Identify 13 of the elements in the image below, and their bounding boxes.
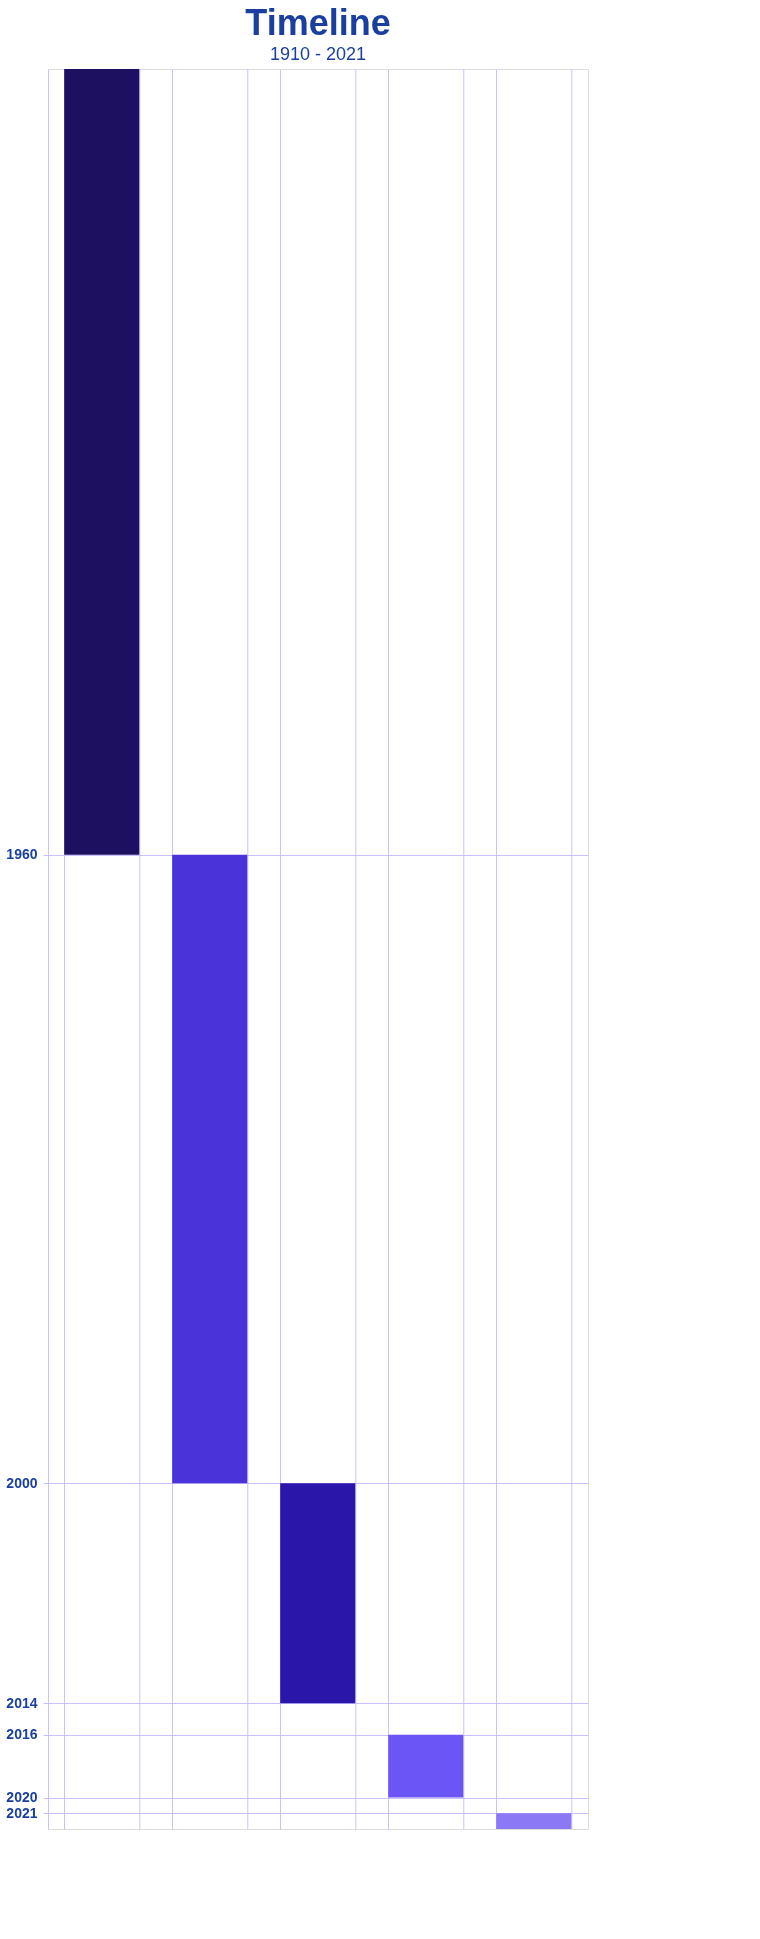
y-tick-label: 2016 [6,1726,38,1743]
bar [496,1813,572,1829]
bar [388,1734,464,1798]
bar [172,854,248,1484]
bar [64,69,140,855]
y-tick-label: 1960 [6,846,38,863]
y-tick-label: 2021 [6,1804,38,1821]
y-tick-label: 2020 [6,1789,38,1806]
y-tick-label: 2000 [6,1474,38,1491]
y-tick-label: 2014 [6,1694,38,1711]
chart-subtitle: 1910 - 2021 [269,43,367,64]
bar [280,1483,356,1704]
chart-title: Timeline [245,1,391,43]
